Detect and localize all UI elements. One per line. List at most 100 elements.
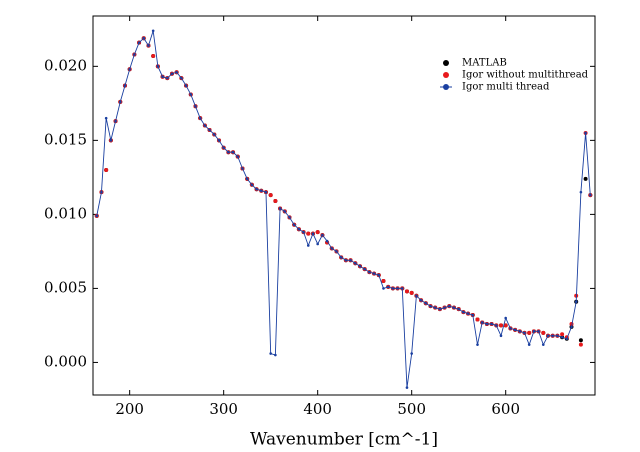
legend-marker [443,84,449,90]
data-point [104,116,108,120]
data-point [306,231,311,236]
data-point [330,247,334,250]
data-point [579,190,583,194]
data-point [391,287,395,290]
data-point [363,267,366,271]
data-point [269,352,272,355]
data-point [104,167,109,172]
plot-area [94,29,593,389]
x-tick-label: 200 [115,400,144,418]
data-point [377,273,381,277]
data-point [424,301,428,305]
data-point [306,244,310,247]
data-point [570,325,573,329]
legend-label: Igor without multithread [462,70,589,81]
data-point [189,93,193,96]
data-point [494,324,498,327]
y-tick-label: 0.010 [44,204,87,222]
series-line [96,30,591,388]
data-point [315,230,320,235]
data-point [170,72,174,76]
data-point [100,190,103,194]
data-point [504,316,507,320]
data-point [523,331,526,335]
data-point [236,155,240,158]
data-point [255,187,258,191]
data-point [527,330,532,335]
data-point [358,264,362,268]
data-point [109,139,113,142]
data-point [588,193,592,197]
data-point [325,239,329,243]
x-tick-label: 600 [491,400,520,418]
data-point [208,128,211,132]
data-point [297,227,301,231]
y-tick-label: 0.015 [44,130,87,148]
data-point [541,343,545,346]
data-point [471,313,475,317]
data-point [339,256,343,259]
data-point [438,307,442,311]
data-point [123,84,127,87]
data-point [560,335,564,339]
data-point [283,210,287,213]
data-point [578,338,583,343]
data-point [513,328,517,332]
data-point [565,337,569,341]
legend-label: Igor multi thread [462,82,550,93]
data-point [410,352,413,355]
data-point [175,70,178,74]
data-point [302,230,305,234]
y-tick-label: 0.005 [44,278,87,296]
data-point [165,76,169,80]
data-point [560,332,565,337]
data-point [476,343,479,346]
data-point [537,330,540,333]
data-point [443,306,446,309]
data-point [161,75,164,78]
data-point [344,258,348,262]
data-point [480,321,484,324]
data-point [381,279,386,284]
data-point [527,343,531,346]
data-point [578,342,583,347]
data-point [532,330,536,333]
data-point [409,290,414,295]
legend-marker [443,72,449,78]
data-point [404,289,409,294]
data-point [584,131,587,135]
data-point [372,272,376,275]
y-tick-label: 0.000 [44,352,87,370]
data-point [499,334,503,338]
data-point [245,177,249,181]
data-point [151,29,155,33]
data-point [353,261,357,265]
data-point [241,167,244,170]
data-point [198,116,202,120]
data-point [194,105,197,108]
data-point [349,258,352,262]
data-point [137,41,141,44]
data-point [217,139,221,142]
data-point [311,232,315,235]
data-point [118,100,122,104]
data-point [433,306,437,309]
data-point [429,304,432,308]
data-point [405,386,409,389]
data-point [382,287,385,290]
data-point [274,353,277,357]
legend-marker [443,60,449,66]
data-point [151,53,156,58]
data-point [518,330,522,333]
x-tick-label: 500 [397,400,426,418]
data-point [128,67,131,71]
data-point [475,317,480,322]
data-point [316,242,319,246]
data-point [368,270,371,274]
data-point [180,76,183,80]
data-point [556,334,559,338]
x-tick-label: 300 [209,400,238,418]
data-point [396,287,399,290]
data-point [212,133,216,136]
data-point [574,300,578,304]
